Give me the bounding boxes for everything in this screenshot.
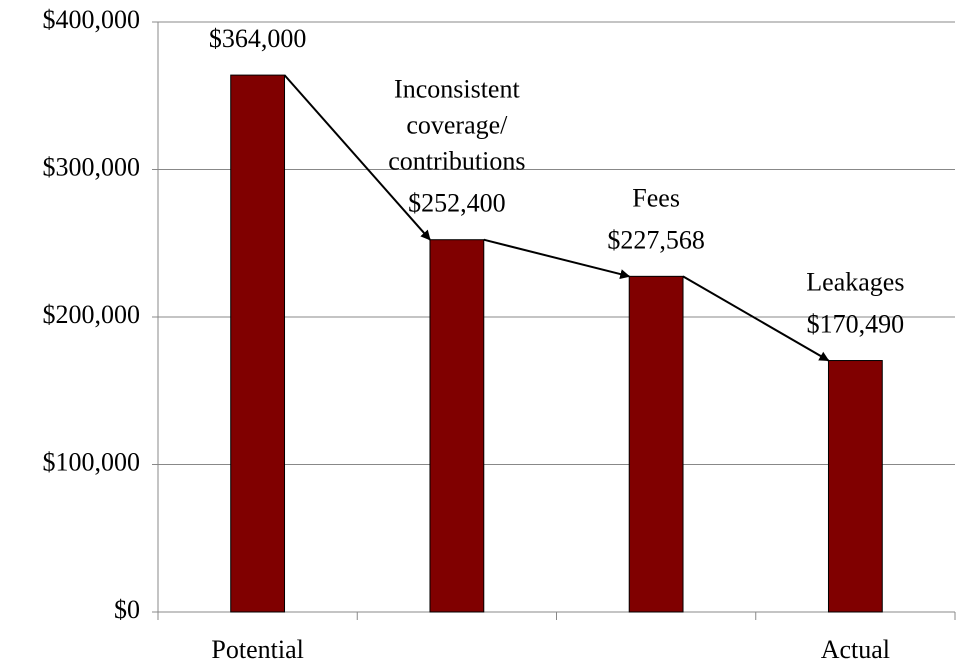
y-tick-label: $300,000: [43, 152, 141, 181]
y-tick-label: $0: [114, 595, 140, 624]
annotation: Inconsistent: [394, 75, 520, 104]
annotation: contributions: [388, 147, 525, 176]
arrow: [682, 275, 830, 362]
bar: [827, 360, 883, 613]
y-tick-label: $100,000: [43, 447, 141, 476]
value-label: $364,000: [209, 24, 307, 53]
value-label: $227,568: [607, 225, 705, 254]
arrow: [283, 74, 431, 241]
value-label: $170,490: [807, 309, 905, 338]
value-label: $252,400: [408, 189, 506, 218]
x-tick-label: Actual: [821, 635, 890, 664]
y-tick-label: $200,000: [43, 300, 141, 329]
arrow: [483, 238, 631, 279]
bar: [628, 275, 684, 613]
bar: [230, 74, 286, 613]
x-tick-label: Potential: [211, 635, 303, 664]
y-tick-label: $400,000: [43, 5, 141, 34]
annotation: Leakages: [806, 267, 904, 296]
annotation: Fees: [632, 183, 680, 212]
annotation: coverage/: [406, 111, 508, 140]
bar: [429, 239, 485, 613]
